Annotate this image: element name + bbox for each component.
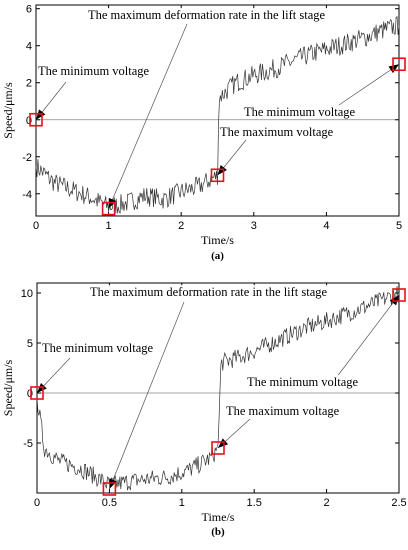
x-tick-label: 4 [323, 220, 329, 232]
annotation-label: The minimum voltage [247, 375, 359, 389]
annotation-label: The maximum deformation rate in the lift… [88, 8, 326, 22]
annotation-label: The minimum voltage [42, 341, 154, 355]
highlight-marker [210, 168, 225, 183]
y-tick-label: 4 [26, 41, 32, 53]
annotation-line [335, 294, 400, 379]
y-tick-label: 0 [27, 388, 33, 400]
annotation-line [335, 63, 400, 108]
y-axis-label: Speed/μm/s [1, 82, 15, 139]
x-tick-label: 1 [179, 497, 185, 509]
y-tick-label: 6 [26, 4, 32, 16]
y-tick-label: 2 [26, 78, 32, 90]
y-tick-label: -2 [22, 152, 32, 164]
plot-area [35, 4, 400, 217]
annotation-label-bg [225, 404, 338, 418]
highlight-marker [29, 112, 43, 127]
highlight-marker [102, 482, 117, 496]
annotation-label-bg [243, 105, 356, 119]
annotation-arrowhead [37, 382, 47, 393]
annotation-arrowhead [36, 109, 46, 120]
plot-area [36, 282, 400, 494]
x-tick-label: 0.5 [102, 497, 117, 509]
annotation-label-bg [41, 341, 154, 355]
y-tick-label: -4 [22, 189, 32, 201]
series-line [35, 16, 400, 214]
highlight-marker [392, 288, 406, 302]
x-axis-label: Time/s [202, 510, 235, 524]
annotation-line [109, 301, 185, 490]
x-tick-label: 1.5 [247, 497, 262, 509]
annotation-label: The minimum voltage [38, 64, 150, 78]
annotation-label-bg [37, 64, 150, 78]
x-tick-label: 0 [34, 497, 40, 509]
annotation-arrowhead [217, 164, 227, 176]
highlight-marker [392, 57, 406, 72]
chart-b: 0 0.5 1 1.5 2 2.5 -5 0 5 10 The maximum deformatio… [1, 282, 407, 538]
highlight-marker [101, 201, 116, 216]
annotation-line [108, 23, 188, 209]
y-axis-label: Speed/μm/s [1, 359, 15, 416]
x-tick-label: 2.5 [391, 497, 406, 509]
annotation-label-bg [89, 285, 358, 299]
y-tick-label: 5 [27, 338, 33, 350]
subfigure-caption: (a) [211, 250, 224, 262]
annotation-arrowhead [389, 295, 399, 306]
x-tick-label: 2 [178, 220, 184, 232]
x-axis-label: Time/s [201, 233, 234, 247]
x-tick-label: 3 [251, 220, 257, 232]
x-tick-label: 0 [33, 220, 39, 232]
chart-a: 0 1 2 3 4 5 -4 -2 0 2 4 6 The maximum deformation ra… [1, 4, 406, 262]
subfigure-caption: (b) [211, 526, 225, 538]
y-tick-label: -5 [23, 438, 33, 450]
x-tick-label: 5 [396, 220, 402, 232]
y-tick-label: 0 [26, 115, 32, 127]
annotation-label-bg [219, 125, 332, 139]
annotation-label: The maximum voltage [220, 125, 334, 139]
annotation-label: The maximum deformation rate in the lift… [90, 285, 328, 299]
annotation-label: The maximum voltage [226, 404, 340, 418]
series-line [36, 286, 400, 491]
annotation-label-bg [246, 375, 359, 389]
annotation-arrowhead [218, 438, 229, 448]
highlight-marker [211, 441, 225, 455]
x-tick-label: 2 [324, 497, 330, 509]
x-tick-label: 1 [106, 220, 112, 232]
annotation-label: The minimum voltage [244, 105, 356, 119]
y-tick-label: 10 [21, 288, 33, 300]
highlight-marker [30, 386, 44, 400]
annotation-label-bg [87, 8, 356, 22]
